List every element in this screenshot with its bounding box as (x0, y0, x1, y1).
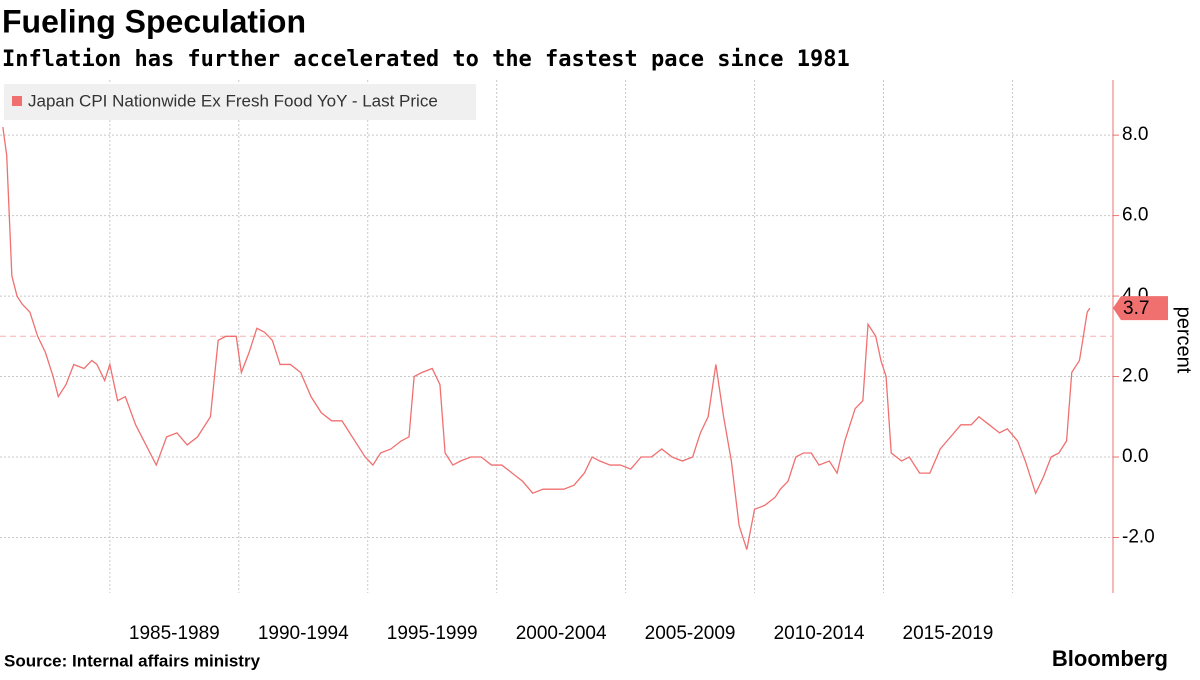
y-tick-label: -2.0 (1122, 526, 1155, 547)
x-tick-label: 2015-2019 (903, 623, 994, 644)
y-tick-label: 2.0 (1122, 366, 1148, 387)
y-tick-label: 0.0 (1122, 446, 1148, 467)
x-tick-label: 2000-2004 (516, 623, 607, 644)
source-note: Source: Internal affairs ministry (4, 651, 261, 670)
x-tick-label: 1995-1999 (387, 623, 478, 644)
last-value-tag (1113, 296, 1168, 321)
x-tick-label: 1985-1989 (129, 623, 220, 644)
chart-title: Fueling Speculation (2, 3, 306, 39)
y-tick-label: 8.0 (1122, 124, 1148, 145)
legend-swatch (12, 96, 22, 106)
x-tick-label: 2005-2009 (645, 623, 736, 644)
x-tick-label: 1990-1994 (258, 623, 349, 644)
y-tick-label: 6.0 (1122, 205, 1148, 226)
legend-label: Japan CPI Nationwide Ex Fresh Food YoY -… (28, 91, 438, 110)
chart-subtitle: Inflation has further accelerated to the… (2, 47, 850, 72)
last-value-label: 3.7 (1123, 298, 1149, 319)
y-axis-title: percent (1173, 307, 1195, 374)
brand: Bloomberg (1052, 646, 1168, 671)
legend-box (4, 84, 476, 120)
series-line (2, 126, 1091, 550)
x-tick-label: 2010-2014 (774, 623, 865, 644)
